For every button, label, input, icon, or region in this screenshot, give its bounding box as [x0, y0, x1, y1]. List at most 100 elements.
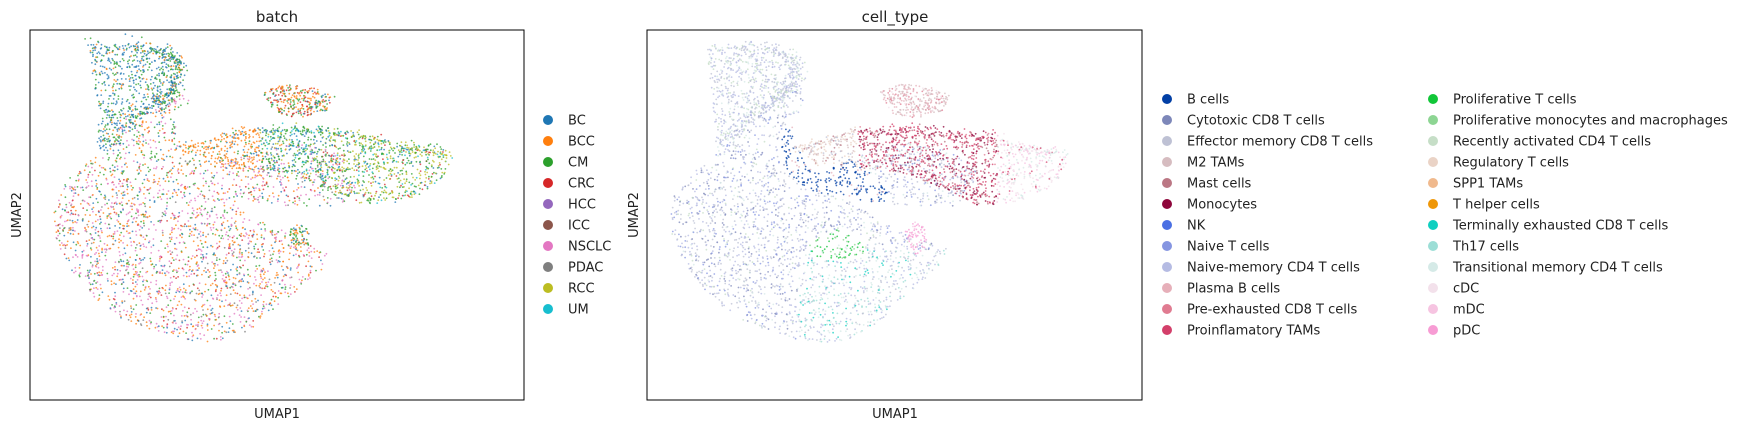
cell-point [111, 109, 113, 112]
cell-point [292, 104, 295, 107]
cell-point [251, 234, 254, 237]
cell-point [165, 66, 168, 69]
cell-point [280, 133, 283, 136]
cell-point [152, 238, 155, 240]
cell-point [332, 163, 334, 166]
cell-point [92, 202, 95, 205]
cell-point [163, 53, 166, 55]
cell-point [128, 59, 131, 61]
cell-point [113, 166, 116, 169]
cell-point [373, 162, 376, 165]
cell-point [377, 162, 380, 165]
cell-point [125, 230, 128, 233]
cell-point [116, 219, 119, 222]
cell-point [372, 143, 375, 146]
cell-point [157, 249, 160, 252]
cell-point [127, 212, 130, 215]
cell-point [359, 152, 362, 155]
cell-point [304, 147, 307, 150]
cell-point [425, 177, 428, 179]
cell-point [96, 258, 98, 260]
cell-point [397, 177, 400, 180]
cell-point [93, 295, 96, 298]
cell-point [106, 278, 109, 280]
cell-point [183, 195, 186, 198]
cell-point [132, 115, 135, 118]
cell-point [417, 184, 420, 187]
cell-point [248, 294, 251, 297]
cell-point [103, 109, 106, 112]
cell-point [227, 331, 230, 333]
cell-point [271, 87, 274, 90]
cell-point [280, 130, 283, 133]
cell-point [108, 60, 111, 63]
cell-point [94, 86, 97, 89]
cell-point [378, 145, 380, 148]
cell-point [202, 246, 205, 249]
cell-point [279, 144, 281, 147]
cell-point [71, 219, 74, 222]
cell-point [297, 271, 299, 274]
cell-point [320, 184, 323, 187]
cell-point [159, 196, 162, 198]
cell-point [336, 186, 339, 189]
cell-point [269, 135, 272, 138]
cell-point [298, 199, 301, 202]
cell-point [226, 211, 229, 214]
cell-point [169, 253, 172, 256]
cell-point [278, 167, 281, 170]
cell-point [63, 253, 66, 256]
cell-point [448, 151, 451, 154]
cell-point [430, 165, 433, 168]
cell-point [142, 258, 145, 261]
cell-point [238, 273, 241, 275]
cell-point [157, 135, 160, 138]
cell-point [200, 315, 203, 318]
cell-point [174, 126, 177, 128]
cell-point [168, 99, 171, 102]
cell-point [278, 249, 281, 252]
cell-point [225, 140, 227, 143]
cell-point [148, 319, 151, 322]
cell-point [182, 66, 185, 69]
cell-point [91, 226, 93, 229]
cell-point [129, 116, 132, 119]
cell-point [273, 156, 276, 159]
cell-point [285, 265, 288, 268]
cell-point [121, 58, 124, 60]
cell-point [246, 297, 249, 300]
cell-point [174, 102, 177, 105]
cell-point [305, 253, 308, 256]
cell-point [262, 188, 265, 191]
cell-point [128, 293, 130, 296]
cell-point [292, 145, 295, 147]
cell-point [266, 129, 268, 132]
cell-point [148, 130, 151, 133]
cell-point [273, 169, 275, 172]
cell-point [264, 139, 267, 142]
cell-point [191, 212, 194, 215]
cell-point [169, 89, 172, 92]
cell-point [302, 150, 304, 153]
cell-point [98, 271, 101, 274]
cell-point [245, 137, 247, 140]
cell-point [170, 310, 173, 312]
cell-point [321, 173, 324, 175]
cell-point [306, 130, 309, 133]
cell-point [128, 80, 131, 82]
cell-point [211, 307, 214, 310]
cell-point [228, 275, 230, 278]
cell-point [150, 152, 153, 155]
cell-point [234, 140, 237, 143]
cell-point [200, 209, 202, 211]
cell-point [260, 270, 262, 273]
cell-point [148, 103, 150, 106]
cell-point [362, 188, 364, 191]
cell-point [260, 151, 263, 154]
cell-point [54, 210, 57, 213]
cell-point [344, 137, 347, 139]
cell-point [341, 182, 343, 185]
cell-point [214, 290, 217, 293]
cell-point [152, 105, 155, 107]
